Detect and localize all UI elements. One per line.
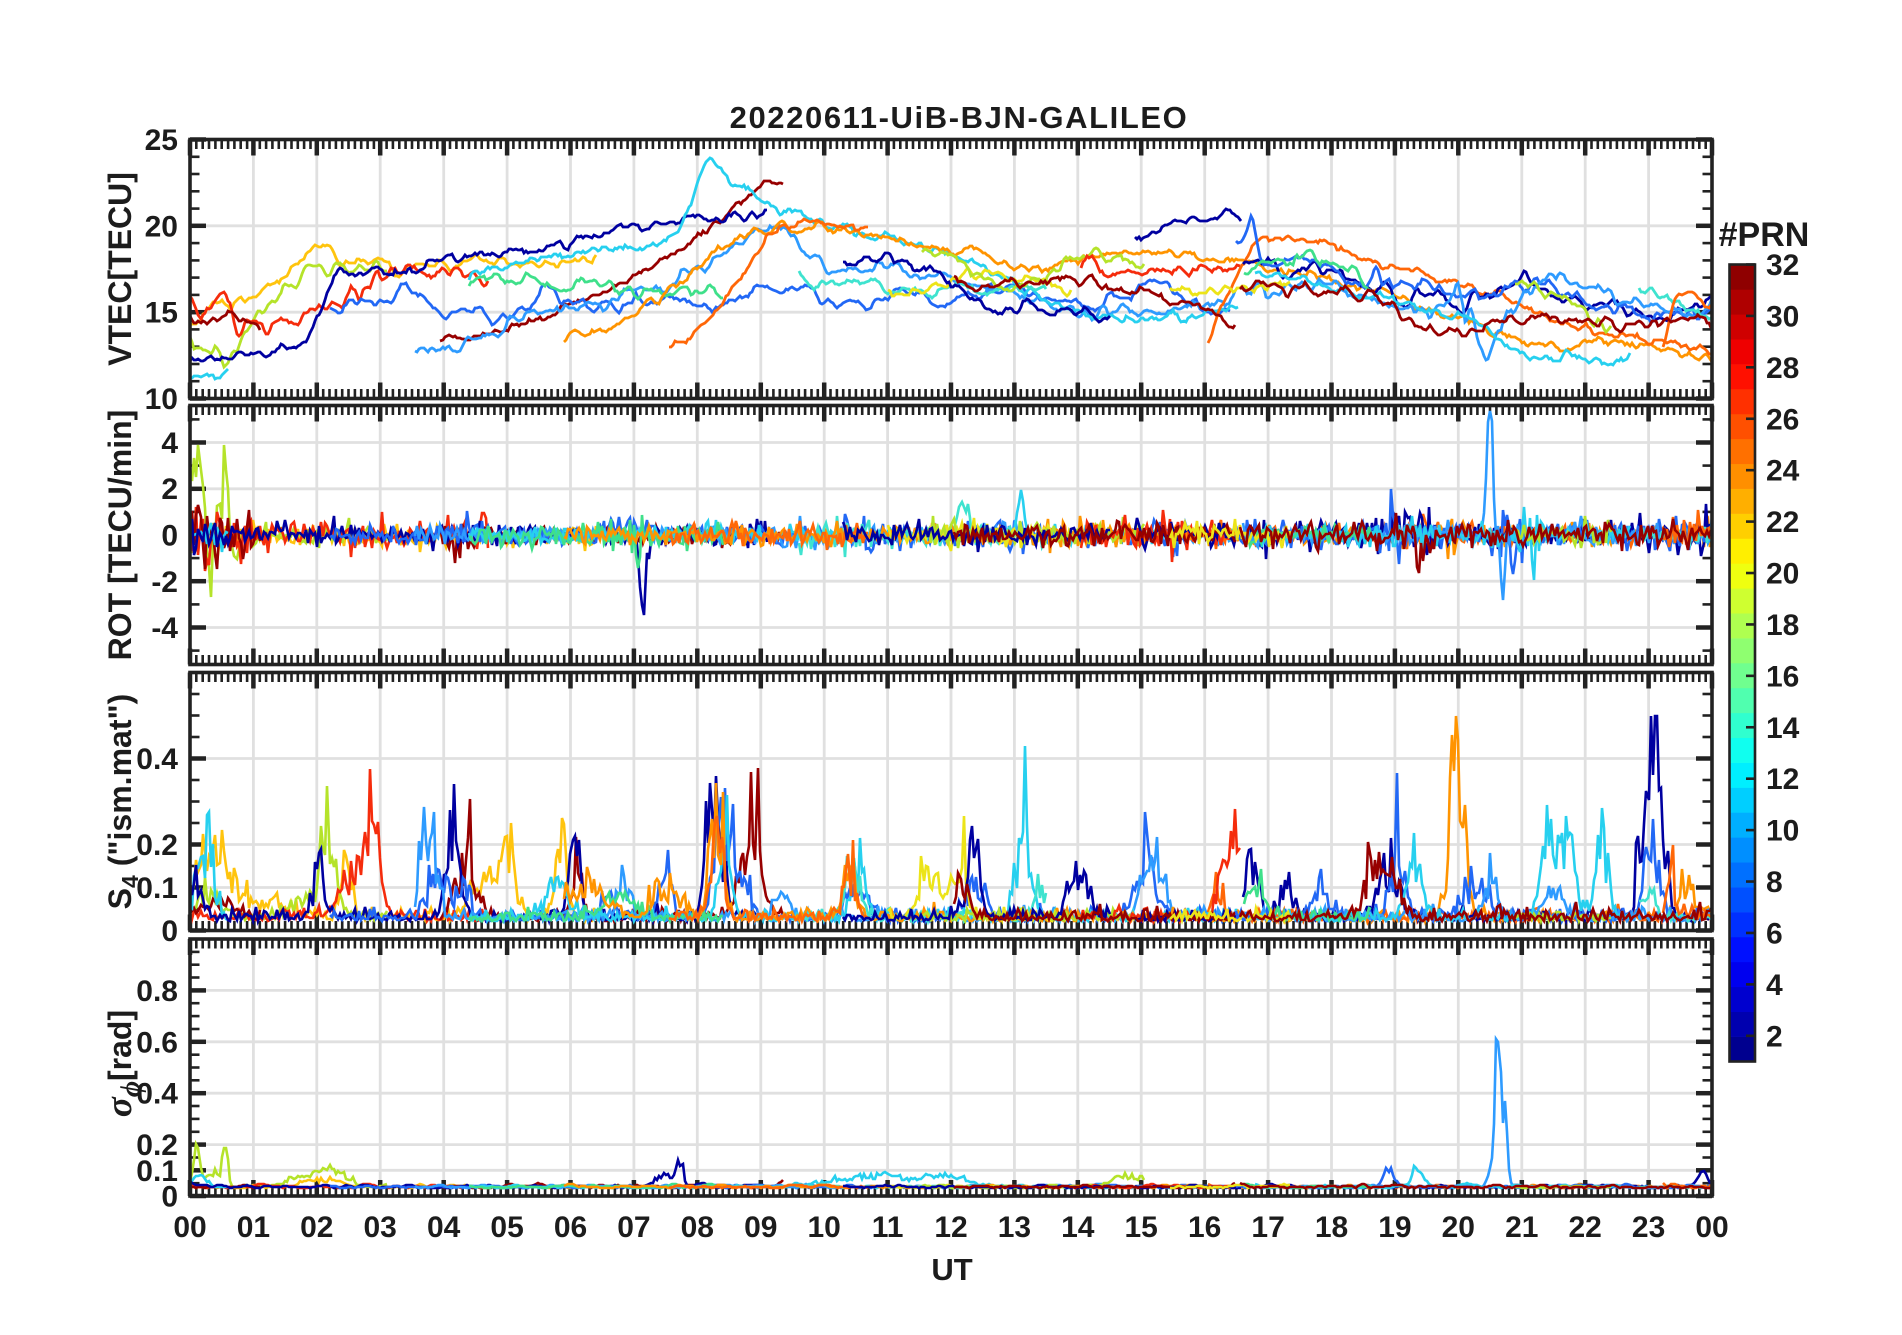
svg-text:UT: UT	[931, 1252, 972, 1287]
svg-text:10: 10	[1766, 815, 1799, 848]
svg-text:25: 25	[145, 124, 178, 157]
svg-text:26: 26	[1766, 403, 1799, 436]
svg-text:-4: -4	[151, 612, 178, 645]
svg-text:03: 03	[364, 1211, 397, 1244]
svg-text:0.1: 0.1	[136, 1155, 178, 1188]
svg-text:13: 13	[998, 1211, 1031, 1244]
svg-text:0.2: 0.2	[136, 1129, 178, 1162]
svg-text:00: 00	[173, 1211, 206, 1244]
svg-text:0.1: 0.1	[136, 872, 178, 905]
svg-text:6: 6	[1766, 918, 1783, 951]
svg-text:20: 20	[145, 210, 178, 243]
svg-text:2: 2	[1766, 1020, 1783, 1053]
svg-text:16: 16	[1766, 660, 1799, 693]
svg-text:20: 20	[1766, 558, 1799, 591]
svg-text:14: 14	[1766, 712, 1800, 745]
svg-text:06: 06	[554, 1211, 587, 1244]
svg-text:#PRN: #PRN	[1719, 216, 1810, 254]
svg-text:2: 2	[161, 473, 178, 506]
svg-text:12: 12	[934, 1211, 967, 1244]
svg-text:21: 21	[1505, 1211, 1538, 1244]
svg-text:0.8: 0.8	[136, 975, 178, 1008]
svg-text:S4 ("ism.mat"): S4 ("ism.mat")	[102, 694, 143, 910]
svg-text:14: 14	[1061, 1211, 1095, 1244]
svg-text:12: 12	[1766, 763, 1799, 796]
svg-text:28: 28	[1766, 352, 1799, 385]
svg-text:07: 07	[617, 1211, 650, 1244]
svg-text:0.4: 0.4	[136, 743, 178, 776]
svg-text:15: 15	[1125, 1211, 1158, 1244]
svg-text:22: 22	[1766, 506, 1799, 539]
svg-text:01: 01	[237, 1211, 270, 1244]
svg-text:04: 04	[427, 1211, 461, 1244]
svg-text:8: 8	[1766, 866, 1783, 899]
svg-text:0.2: 0.2	[136, 829, 178, 862]
svg-text:18: 18	[1766, 609, 1799, 642]
svg-text:09: 09	[744, 1211, 777, 1244]
svg-text:10: 10	[145, 383, 178, 416]
svg-text:4: 4	[1766, 969, 1783, 1002]
svg-text:0.6: 0.6	[136, 1026, 178, 1059]
svg-text:20220611-UiB-BJN-GALILEO: 20220611-UiB-BJN-GALILEO	[730, 100, 1189, 135]
svg-text:05: 05	[490, 1211, 523, 1244]
svg-text:18: 18	[1315, 1211, 1348, 1244]
svg-text:20: 20	[1442, 1211, 1475, 1244]
svg-text:00: 00	[1695, 1211, 1728, 1244]
svg-text:17: 17	[1251, 1211, 1284, 1244]
svg-text:16: 16	[1188, 1211, 1221, 1244]
svg-text:32: 32	[1766, 249, 1799, 282]
svg-text:0: 0	[161, 1181, 178, 1214]
svg-text:-2: -2	[151, 566, 178, 599]
svg-text:30: 30	[1766, 300, 1799, 333]
svg-text:19: 19	[1378, 1211, 1411, 1244]
svg-text:ROT [TECU/min]: ROT [TECU/min]	[102, 410, 138, 661]
svg-text:02: 02	[300, 1211, 333, 1244]
svg-text:0: 0	[161, 520, 178, 553]
svg-text:11: 11	[872, 1211, 904, 1244]
svg-text:0.4: 0.4	[136, 1078, 178, 1111]
svg-text:0: 0	[161, 915, 178, 948]
svg-text:σϕ[rad]: σϕ[rad]	[99, 1010, 147, 1117]
svg-text:24: 24	[1766, 455, 1800, 488]
svg-text:15: 15	[145, 297, 178, 330]
svg-text:22: 22	[1569, 1211, 1602, 1244]
svg-text:10: 10	[808, 1211, 841, 1244]
svg-text:23: 23	[1632, 1211, 1665, 1244]
svg-text:4: 4	[161, 427, 178, 460]
svg-text:08: 08	[681, 1211, 714, 1244]
svg-text:VTEC[TECU]: VTEC[TECU]	[102, 172, 138, 366]
